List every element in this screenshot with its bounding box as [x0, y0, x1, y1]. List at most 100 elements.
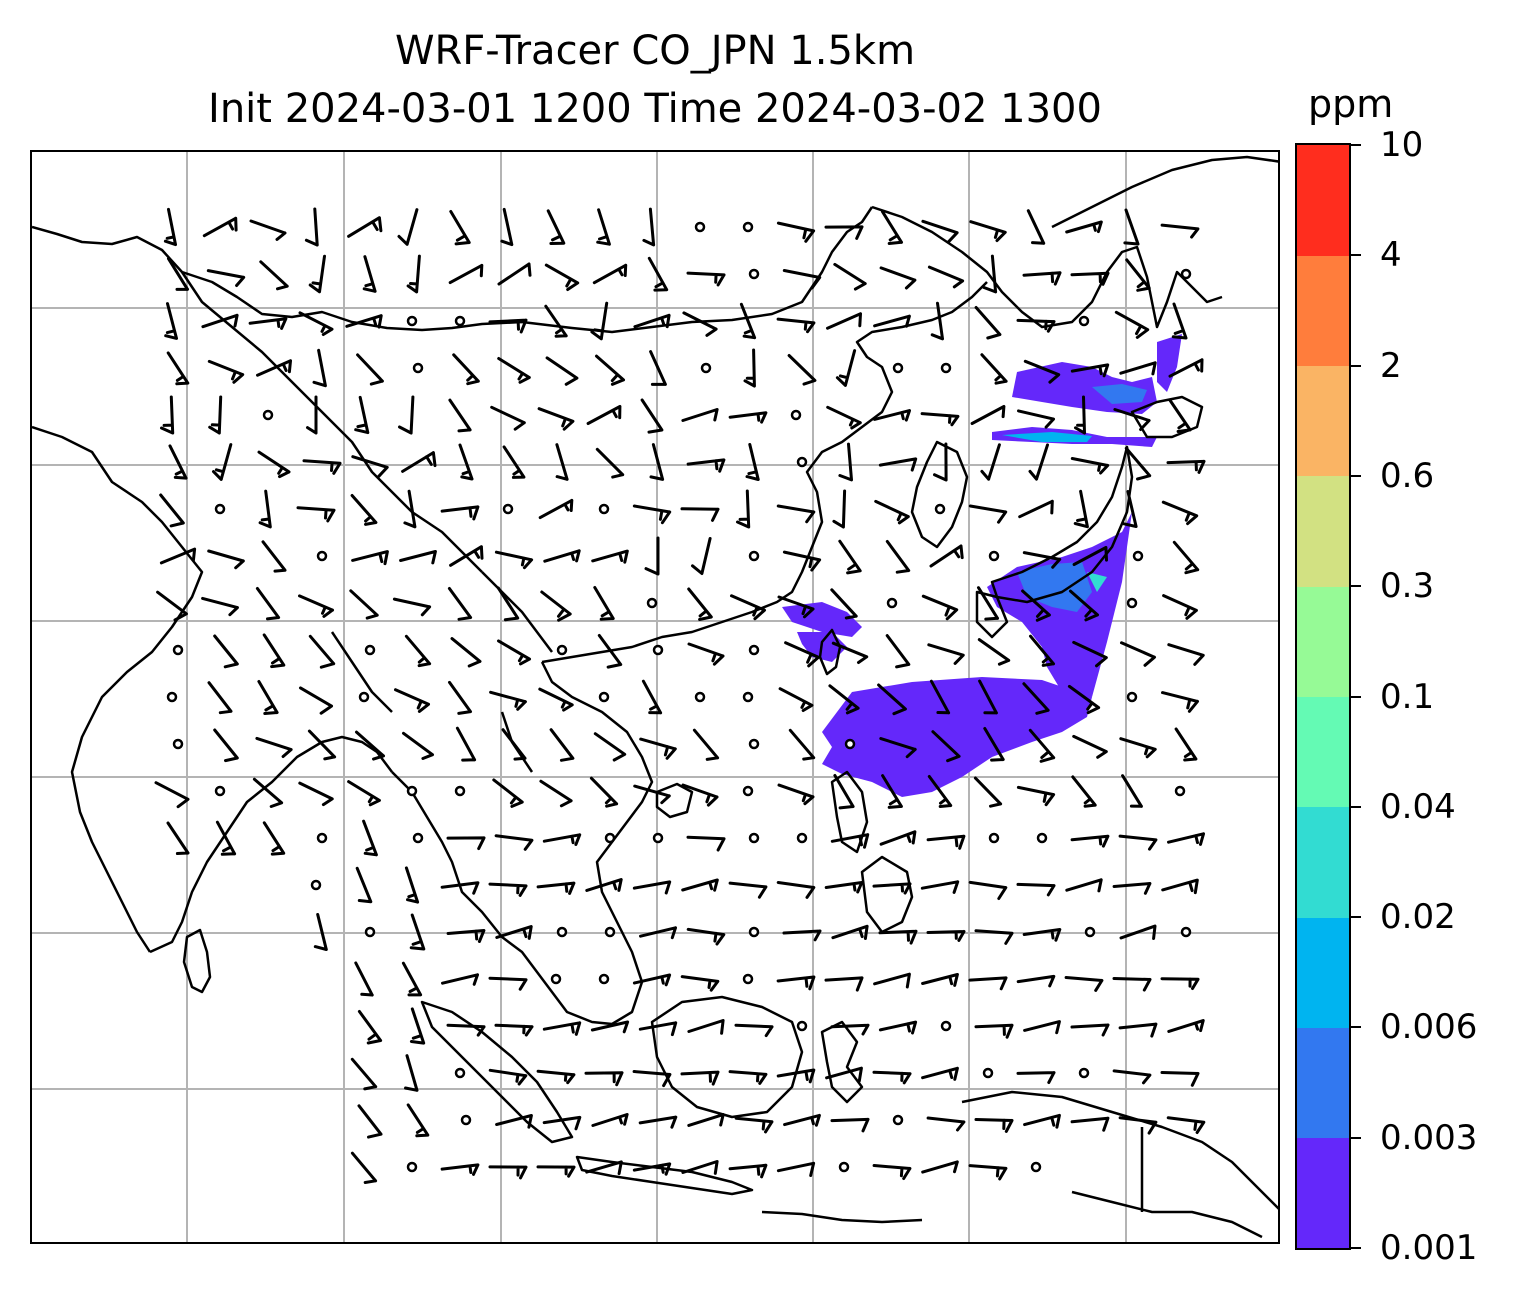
wind-barb — [397, 208, 419, 246]
wind-barb — [1072, 640, 1108, 668]
wind-barb — [776, 221, 816, 243]
wind-barb — [681, 408, 719, 422]
wind-barb — [1016, 882, 1056, 897]
wind-barb — [968, 504, 1008, 524]
wind-barb — [776, 504, 816, 524]
inner-borders — [180, 271, 483, 573]
wind-barb — [633, 313, 671, 329]
japan-kyushu — [975, 590, 1009, 639]
wind-barb — [881, 210, 903, 245]
wind-barb — [639, 737, 677, 760]
wind-barb — [832, 489, 847, 529]
colorbar-segment — [1297, 696, 1349, 808]
calm-circle — [556, 644, 568, 656]
calm-circle — [460, 1114, 472, 1126]
colorbar-tick — [1351, 144, 1361, 146]
wind-barb — [494, 1023, 534, 1037]
calm-circle — [406, 785, 418, 797]
wind-barb — [873, 314, 911, 328]
wind-barb — [1016, 1071, 1056, 1084]
calm-circle — [982, 1067, 994, 1079]
wind-barb — [497, 639, 531, 666]
wind-barb — [933, 442, 948, 482]
wind-barb — [542, 1115, 582, 1131]
wind-barb — [926, 1116, 966, 1132]
map-panel — [30, 150, 1280, 1244]
wind-barb — [448, 263, 484, 285]
wind-barb — [1022, 682, 1050, 715]
wind-barb — [830, 1023, 870, 1036]
wind-barb — [1124, 446, 1152, 481]
plume-japan-cyan — [1087, 572, 1107, 592]
wind-barb — [973, 776, 1003, 808]
sri-lanka — [182, 928, 212, 994]
wind-barb — [632, 1162, 672, 1176]
wind-barb — [921, 973, 959, 987]
wind-barb — [257, 680, 279, 715]
wind-barb — [1070, 834, 1110, 848]
wind-barb — [539, 779, 573, 808]
colorbar — [1295, 143, 1351, 1250]
wind-barb — [248, 317, 288, 330]
wind-barb — [1072, 734, 1108, 759]
calm-circle — [364, 644, 376, 656]
wind-barb — [212, 443, 233, 481]
wind-barb — [1065, 878, 1103, 893]
wind-barb — [978, 679, 998, 715]
wind-barb — [1074, 395, 1086, 435]
calm-circle — [748, 738, 760, 750]
calm-circle — [412, 832, 424, 844]
wind-barb — [449, 545, 484, 567]
wind-barb — [488, 1068, 528, 1086]
colorbar-tick — [1351, 805, 1361, 808]
wind-barb — [1018, 499, 1054, 519]
wind-barb — [921, 219, 959, 244]
colorbar-tick-label: 0.003 — [1380, 1117, 1478, 1158]
wind-barb — [406, 1103, 430, 1138]
colorbar-segment — [1297, 586, 1349, 697]
wind-barb — [927, 775, 953, 808]
calm-circle — [454, 785, 466, 797]
wind-barb — [686, 458, 726, 473]
wind-barb — [586, 405, 622, 425]
wind-barb — [691, 537, 712, 575]
wind-barb — [206, 269, 246, 287]
wind-barb — [488, 976, 528, 991]
calm-circle — [316, 550, 328, 562]
borneo — [650, 995, 804, 1119]
wind-barb — [686, 835, 726, 852]
wind-barb — [354, 395, 370, 435]
calm-circle — [454, 1067, 466, 1079]
wind-barb — [974, 306, 1002, 340]
wind-barb — [929, 679, 951, 715]
colorbar-tick-label: 0.006 — [1380, 1007, 1478, 1048]
wind-barb — [542, 1021, 582, 1036]
wind-barb — [921, 1066, 959, 1081]
calm-circle — [694, 221, 706, 233]
wind-barb — [644, 536, 660, 576]
wind-barb — [542, 833, 582, 846]
coast-india-east — [149, 735, 393, 954]
wind-barb — [555, 443, 569, 481]
wind-barb — [351, 550, 389, 566]
wind-barb — [1070, 1116, 1110, 1132]
philippines-south — [860, 855, 914, 934]
calm-circle — [742, 221, 754, 233]
wind-barb — [544, 263, 580, 291]
wind-barb — [632, 973, 672, 987]
wind-barb — [596, 208, 611, 246]
wind-barb — [448, 680, 472, 715]
wind-barb — [776, 881, 816, 899]
wind-barb — [1167, 1019, 1205, 1033]
wind-barb — [1016, 785, 1056, 807]
calm-circle — [988, 832, 1000, 844]
wind-barb — [782, 269, 822, 290]
wind-barb — [1067, 684, 1101, 715]
calm-circle — [172, 644, 184, 656]
wind-barb — [538, 687, 574, 712]
wind-barb — [249, 219, 287, 241]
wind-barb — [308, 254, 326, 294]
calm-circle — [652, 644, 664, 656]
wind-barb — [879, 830, 917, 846]
wind-barb — [497, 357, 531, 384]
